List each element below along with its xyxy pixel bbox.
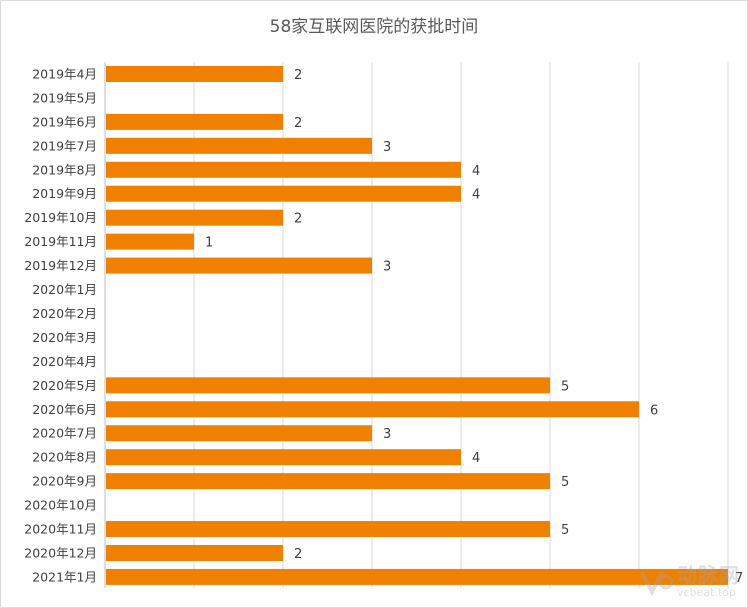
value-label: 3: [383, 140, 391, 155]
bar: [106, 137, 372, 154]
bars: [106, 65, 728, 585]
bar: [106, 377, 550, 394]
category-label: 2019年4月: [32, 66, 97, 81]
value-label: 5: [561, 475, 569, 490]
bar: [106, 209, 283, 226]
value-label: 2: [294, 116, 302, 131]
chart-title: 58家互联网医院的获批时间: [269, 17, 479, 37]
category-labels: 2019年4月 2019年5月 2019年6月 2019年7月 2019年8月 2019年…: [24, 66, 97, 584]
value-label: 2: [294, 547, 302, 562]
bar: [106, 521, 550, 538]
category-label: 2019年12月: [24, 258, 97, 273]
bar: [106, 233, 194, 250]
value-label: 3: [383, 260, 391, 275]
bar: [106, 113, 283, 130]
gridlines: [104, 62, 729, 588]
category-label: 2020年9月: [32, 474, 97, 489]
category-label: 2020年1月: [32, 282, 97, 297]
category-label: 2019年6月: [32, 114, 97, 129]
bar: [106, 185, 461, 202]
category-label: 2020年2月: [32, 306, 97, 321]
value-label: 7: [735, 571, 743, 586]
bar: [106, 161, 461, 178]
category-label: 2021年1月: [32, 569, 97, 584]
value-label: 3: [383, 427, 391, 442]
bar: [106, 425, 372, 442]
category-label: 2019年11月: [24, 234, 97, 249]
bar: [106, 65, 283, 82]
value-label: 4: [472, 188, 480, 203]
value-label: 6: [650, 403, 658, 418]
bar: [106, 473, 550, 490]
category-label: 2020年6月: [32, 402, 97, 417]
category-label: 2019年10月: [24, 210, 97, 225]
category-label: 2020年11月: [24, 522, 97, 537]
value-labels: 2 2 3 4 4 2 1 3 5 6 3 4 5 5 2 7: [205, 68, 743, 586]
bar: [106, 568, 728, 585]
value-label: 2: [294, 212, 302, 227]
bar: [106, 544, 283, 561]
category-label: 2020年4月: [32, 354, 97, 369]
category-label: 2019年7月: [32, 138, 97, 153]
category-label: 2019年5月: [32, 90, 97, 105]
category-label: 2020年5月: [32, 378, 97, 393]
value-label: 5: [561, 379, 569, 394]
category-label: 2020年8月: [32, 450, 97, 465]
category-label: 2019年8月: [32, 162, 97, 177]
value-label: 4: [472, 164, 480, 179]
category-label: 2020年12月: [24, 545, 97, 560]
value-label: 4: [472, 451, 480, 466]
category-label: 2019年9月: [32, 186, 97, 201]
value-label: 2: [294, 68, 302, 83]
value-label: 5: [561, 523, 569, 538]
bar: [106, 449, 461, 466]
category-label: 2020年3月: [32, 330, 97, 345]
bar: [106, 401, 639, 418]
category-label: 2020年10月: [24, 498, 97, 513]
value-label: 1: [205, 236, 213, 251]
bar: [106, 257, 372, 274]
category-label: 2020年7月: [32, 426, 97, 441]
